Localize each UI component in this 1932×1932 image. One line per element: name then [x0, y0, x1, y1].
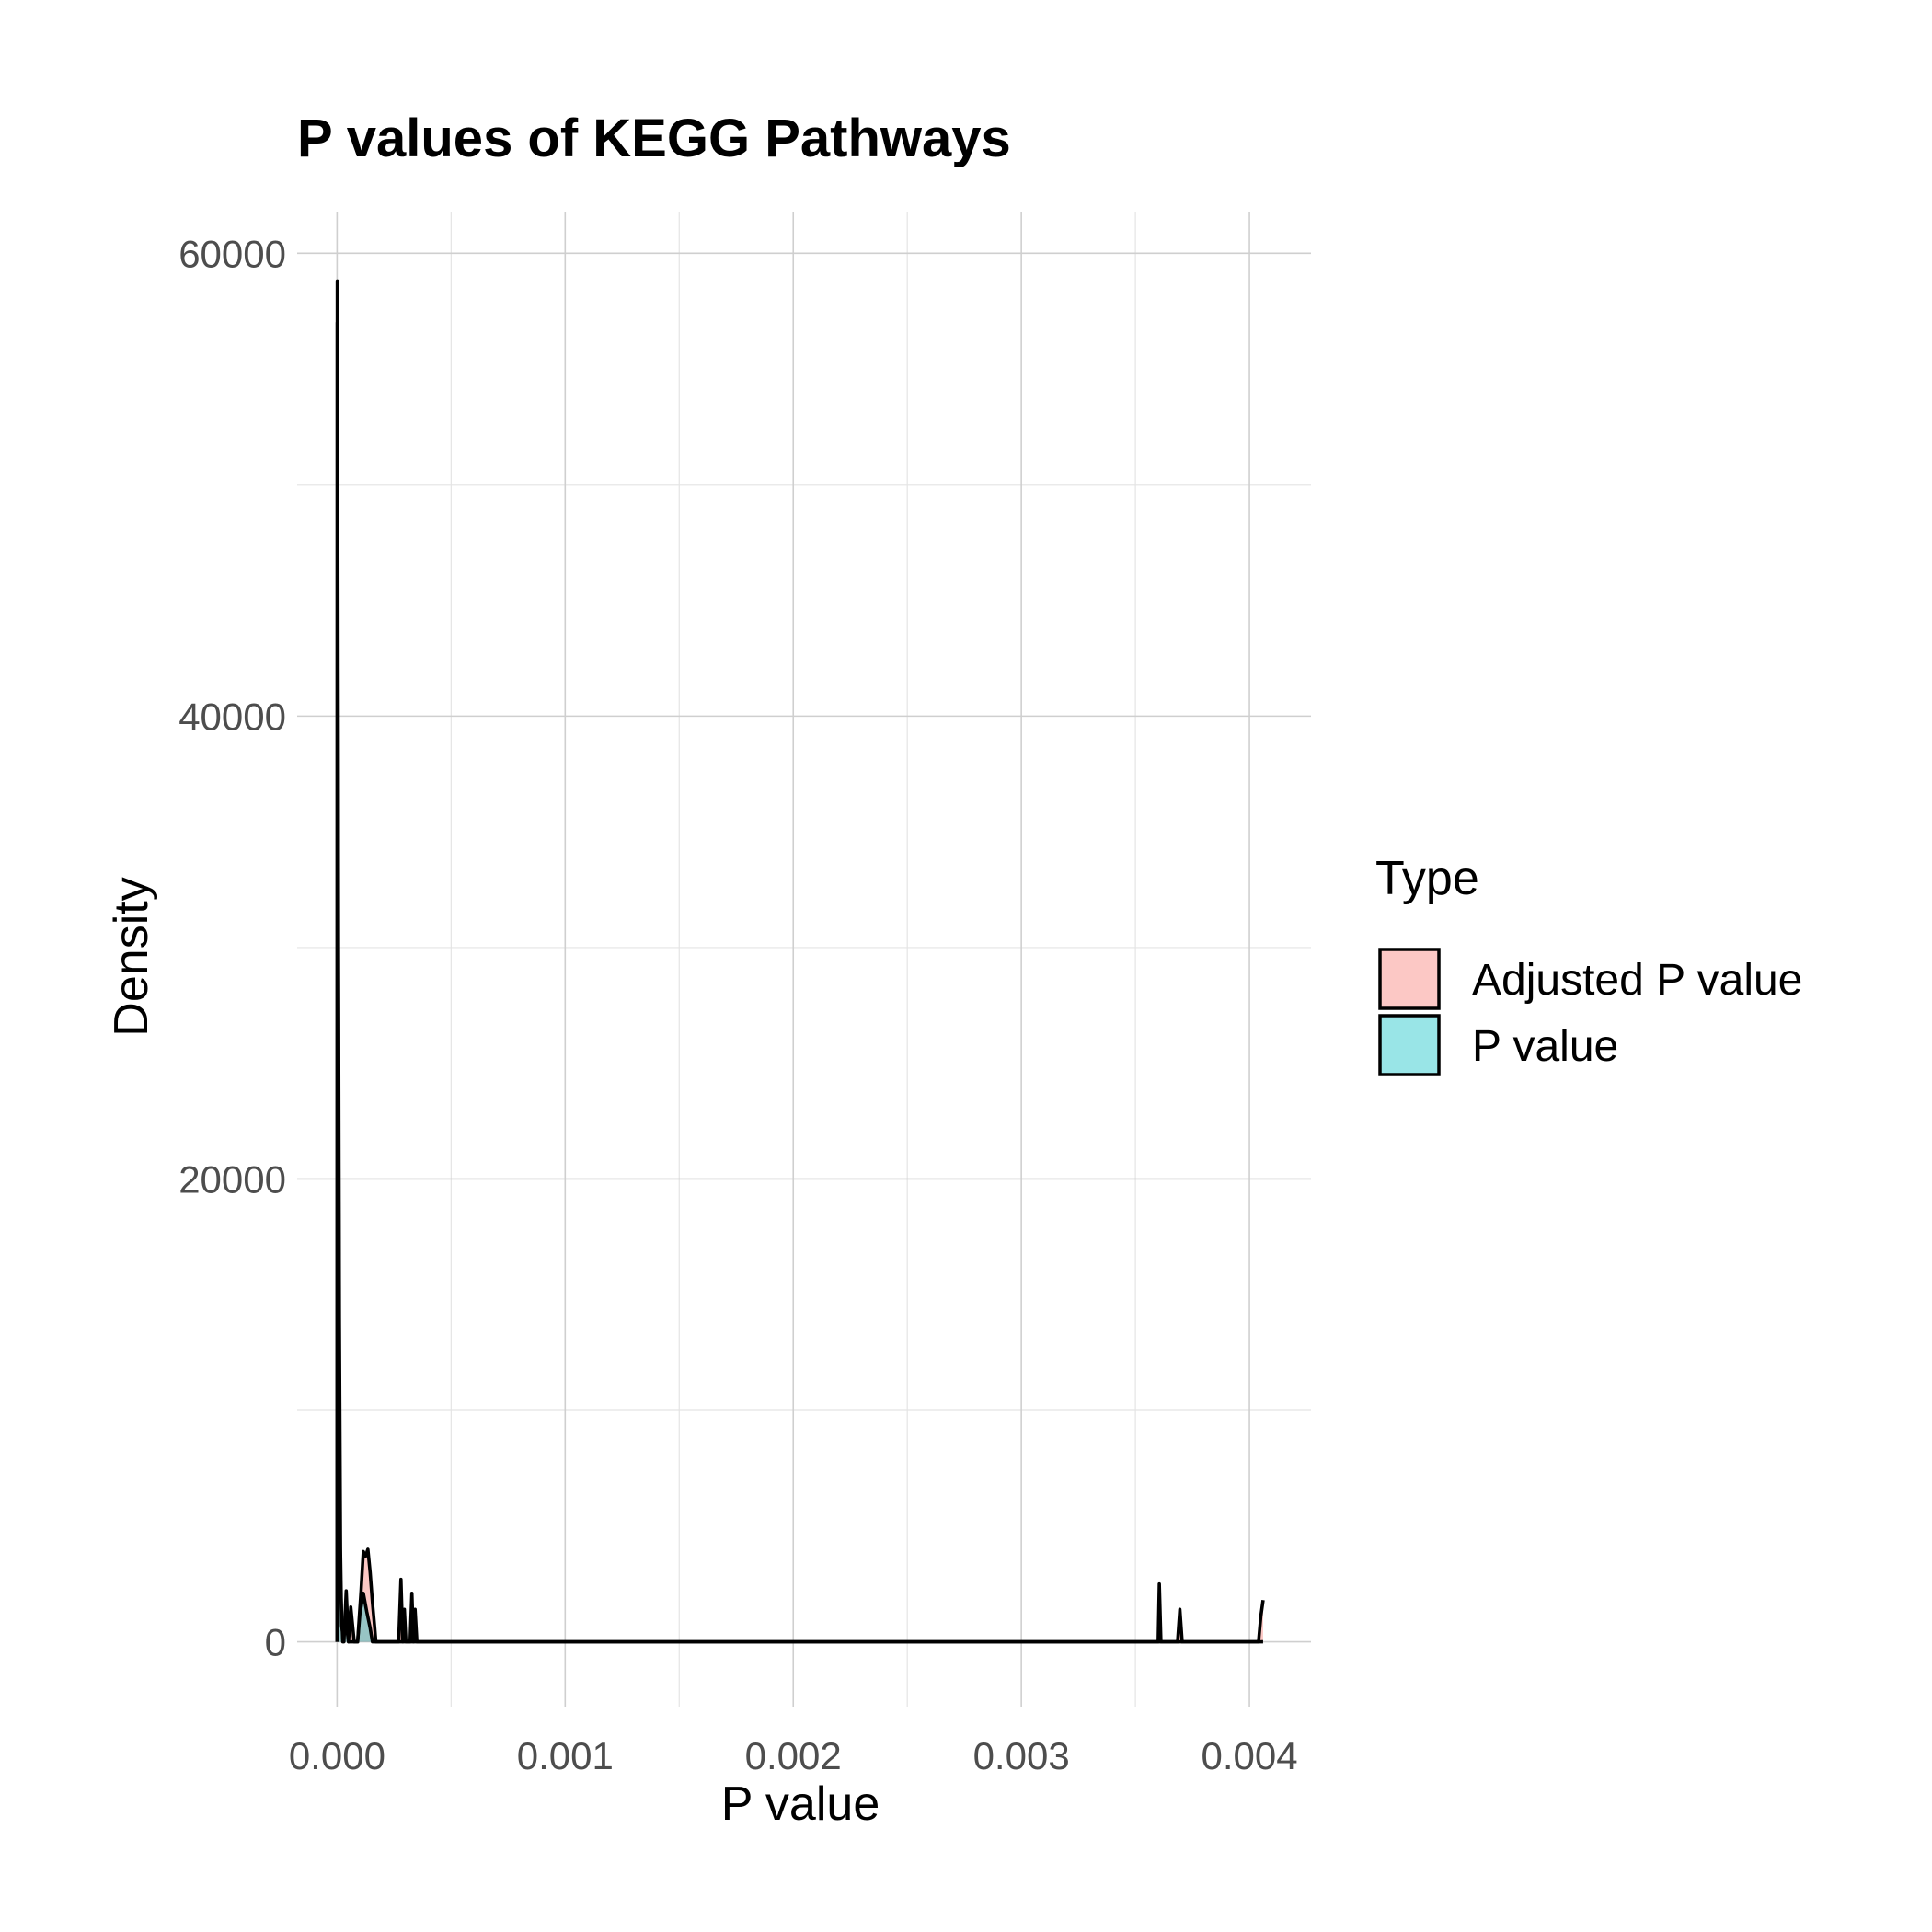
y-axis-title: Density: [105, 877, 158, 1036]
legend-title: Type: [1375, 852, 1479, 905]
y-tick-label: 40000: [178, 695, 286, 738]
legend-label: P value: [1472, 1022, 1618, 1071]
x-tick-label: 0.002: [745, 1734, 842, 1777]
x-axis-ticks: 0.000 0.001 0.002 0.003 0.004: [289, 1734, 1298, 1777]
y-tick-label: 0: [265, 1621, 286, 1664]
x-tick-label: 0.001: [517, 1734, 614, 1777]
density-series: [335, 279, 1265, 1644]
chart-title: P values of KEGG Pathways: [297, 109, 1011, 168]
x-tick-label: 0.000: [289, 1734, 385, 1777]
series-outline-1: [335, 320, 1263, 1644]
y-tick-label: 20000: [178, 1157, 286, 1201]
y-axis-ticks: 0 20000 40000 60000: [178, 232, 286, 1663]
legend-key-bg: [1378, 948, 1441, 1010]
legend-key-bg: [1378, 1014, 1441, 1076]
legend-label: Adjusted P value: [1472, 956, 1802, 1005]
y-tick-label: 60000: [178, 232, 286, 275]
x-tick-label: 0.003: [973, 1734, 1070, 1777]
legend-items: Adjusted P value P value: [1378, 948, 1802, 1076]
legend: Type Adjusted P value P value: [1375, 852, 1802, 1076]
legend-key-swatch: [1378, 948, 1441, 1010]
x-tick-label: 0.004: [1202, 1734, 1298, 1777]
x-axis-title: P value: [721, 1777, 880, 1831]
legend-key-swatch: [1378, 1014, 1441, 1076]
